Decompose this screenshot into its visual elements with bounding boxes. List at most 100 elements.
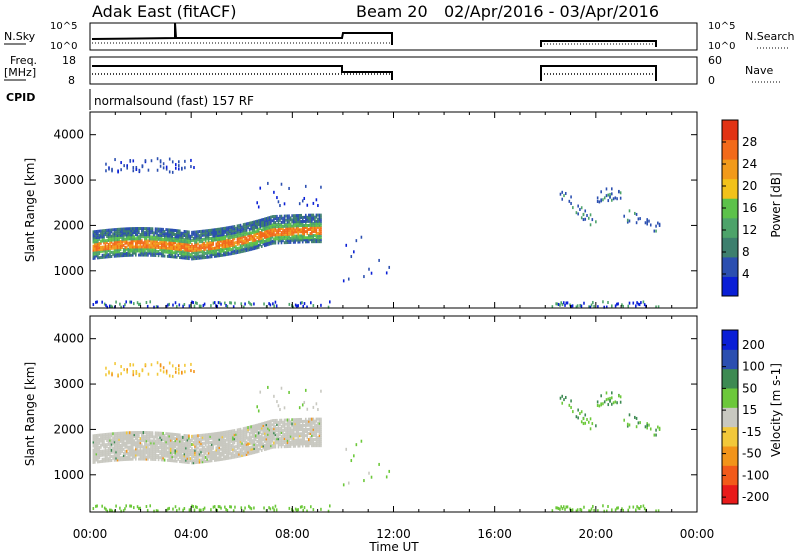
power-cell (248, 300, 250, 304)
power-cell (277, 223, 280, 227)
velocity-cell (226, 436, 228, 440)
power-cell (118, 233, 120, 237)
velocity-cell (188, 434, 190, 438)
velocity-cell (317, 408, 319, 412)
power-cell (116, 227, 119, 231)
power-cell (274, 227, 277, 231)
power-cell (195, 240, 198, 244)
velocity-cell (100, 437, 102, 441)
power-cell (251, 245, 254, 249)
velocity-cell (147, 457, 149, 461)
power-cell (132, 166, 135, 170)
velocity-cell (124, 449, 126, 453)
velocity-cell (216, 448, 219, 452)
power-cell (192, 236, 195, 240)
power-cell (139, 249, 142, 253)
velocity-cell (257, 427, 260, 431)
power-cell (147, 239, 149, 243)
power-cell (122, 231, 125, 235)
power-cell (215, 252, 218, 256)
velocity-cell (254, 446, 257, 450)
power-cell (561, 190, 564, 194)
power-cell (188, 246, 190, 250)
power-cell (282, 218, 284, 222)
velocity-cell (157, 431, 160, 435)
power-cell (309, 213, 312, 217)
power-cell (304, 238, 307, 242)
power-cell (250, 303, 253, 307)
velocity-cell (125, 451, 128, 455)
velocity-cell (591, 422, 594, 426)
velocity-cell (175, 441, 178, 445)
velocity-cell (94, 444, 96, 448)
velocity-cell (314, 431, 316, 435)
velocity-cell (150, 433, 152, 437)
power-cell (106, 253, 108, 257)
velocity-cell (644, 425, 647, 429)
power-cell (92, 238, 95, 242)
velocity-cell (215, 454, 218, 458)
power-cell (144, 253, 146, 257)
power-cell (311, 238, 313, 242)
power-cell (221, 249, 224, 253)
power-cell (254, 242, 257, 246)
velocity-cell (318, 433, 321, 437)
velocity-cell (257, 441, 260, 445)
power-cell (206, 249, 208, 253)
power-cell (637, 217, 640, 221)
power-cell (153, 253, 155, 257)
power-cell (215, 228, 218, 232)
velocity-cell (192, 440, 195, 444)
velocity-cell (165, 438, 167, 442)
velocity-cell (97, 456, 99, 460)
velocity-cell (254, 436, 257, 440)
power-cell (270, 219, 272, 223)
velocity-cell (273, 508, 275, 512)
velocity-cell (128, 445, 131, 449)
power-cell (235, 245, 237, 249)
velocity-cell (163, 448, 166, 452)
velocity-cell (254, 424, 257, 428)
power-cell (273, 223, 275, 227)
velocity-cell (264, 443, 266, 447)
power-cell (100, 247, 102, 251)
velocity-cell (311, 433, 313, 437)
power-cell (145, 237, 148, 241)
power-cell (220, 302, 222, 306)
power-cell (282, 224, 284, 228)
power-cell (292, 240, 295, 244)
power-cell (315, 236, 318, 240)
power-cell (185, 230, 187, 234)
velocity-cell (244, 451, 246, 455)
velocity-cell (227, 430, 230, 434)
power-cell (297, 232, 299, 236)
velocity-cell (179, 460, 181, 464)
velocity-cell (128, 451, 131, 455)
velocity-cell (169, 448, 172, 452)
velocity-cell (138, 443, 140, 447)
velocity-cell (254, 430, 257, 434)
power-cell (168, 236, 170, 240)
power-cell (294, 216, 296, 220)
power-cell (311, 225, 313, 229)
velocity-cell (300, 426, 303, 430)
velocity-cell (274, 504, 277, 508)
velocity-cell (127, 447, 130, 451)
velocity-cell (162, 442, 164, 446)
velocity-cell (175, 451, 178, 455)
power-cell (144, 249, 146, 253)
velocity-cell (312, 425, 315, 429)
velocity-cell (265, 431, 268, 435)
velocity-cell (207, 449, 210, 453)
power-cell (277, 225, 280, 229)
velocity-cell (160, 454, 163, 458)
power-cell (291, 214, 293, 218)
velocity-cell (616, 506, 618, 510)
power-cell (165, 234, 167, 238)
velocity-cell (168, 456, 170, 460)
power-cell (212, 240, 214, 244)
velocity-cell (609, 399, 611, 403)
velocity-cell (163, 436, 166, 440)
power-cell (318, 234, 321, 238)
power-cell (315, 231, 318, 235)
